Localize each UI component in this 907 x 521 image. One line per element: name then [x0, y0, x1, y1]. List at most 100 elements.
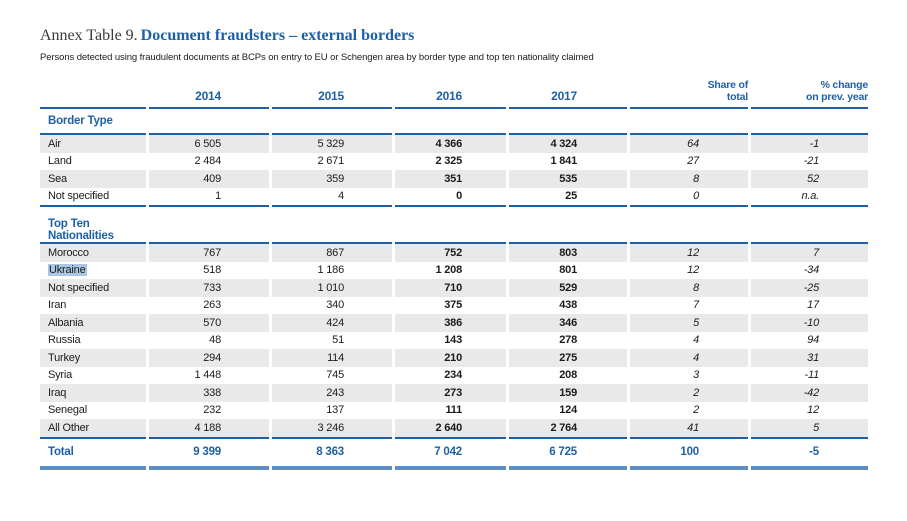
cell-2014: 232: [203, 404, 221, 417]
total-row: Total 9 399 8 363 7 042 6 725 100 -5: [40, 439, 868, 466]
cell-2017: 208: [559, 369, 577, 382]
cell-pct-change: -11: [804, 369, 820, 382]
cell-share-of-total: 12: [630, 244, 748, 262]
empty-cell: [395, 109, 506, 133]
cell-2017: 2 764: [509, 419, 627, 437]
table-row: Land 2 484 2 671 2 325 1 841 27 -21: [40, 153, 868, 171]
rule-segment: [630, 465, 748, 470]
cell-2017: 535: [509, 170, 627, 188]
table-row: Turkey 294 114 210 275 4 31: [40, 349, 868, 367]
cell-2016: 375: [444, 299, 462, 312]
cell-share-of-total: 27: [687, 155, 699, 168]
table-row: Not specified 1 4 0 25 0 n.a.: [40, 188, 868, 206]
cell-pct-change: -1: [751, 135, 868, 153]
cell-share-of-total: 4: [630, 349, 748, 367]
row-label: Iran: [48, 299, 67, 312]
section-rows: Morocco 767 867 752 803 12 7 Ukraine 518 1 186 1 2…: [40, 244, 868, 437]
cell-2015: 8 363: [316, 446, 344, 458]
table-rule: [40, 242, 868, 244]
empty-cell: [272, 218, 392, 242]
cell-2016: 210: [395, 349, 506, 367]
empty-cell: [149, 218, 269, 242]
data-table: 2014 2015 2016 2017 Share of total % cha…: [40, 79, 868, 470]
rule-segment: [272, 242, 392, 244]
cell-2015: 867: [272, 244, 392, 262]
rule-segment: [395, 436, 506, 439]
cell-share-of-total: 2: [693, 404, 699, 417]
cell-2014: 409: [149, 170, 269, 188]
table-rule: [40, 107, 868, 109]
section-gap: [40, 207, 868, 218]
row-label: Russia: [48, 334, 81, 347]
cell-2015: 114: [272, 349, 392, 367]
cell-2017: 529: [509, 279, 627, 297]
cell-2016: 0: [456, 190, 462, 203]
rule-segment: [40, 242, 146, 244]
table-title-text: Document fraudsters – external borders: [140, 27, 415, 44]
rule-segment: [149, 133, 269, 135]
cell-2014: 9 399: [193, 446, 221, 458]
rule-segment: [149, 107, 269, 109]
cell-pct-change: -34: [803, 264, 820, 277]
empty-cell: [395, 218, 506, 242]
table-row: Sea 409 359 351 535 8 52: [40, 170, 868, 188]
rule-segment: [40, 465, 146, 470]
cell-2017: 159: [509, 384, 627, 402]
table-row: Albania 570 424 386 346 5 -10: [40, 314, 868, 332]
cell-pct-change: -21: [803, 155, 820, 168]
table-row: All Other 4 188 3 246 2 640 2 764 41 5: [40, 419, 868, 437]
cell-2015: 359: [272, 170, 392, 188]
cell-2016: 1 208: [435, 264, 462, 277]
row-label: Ukraine: [40, 262, 146, 280]
row-label: All Other: [40, 419, 146, 437]
cell-2017: 4 324: [509, 135, 627, 153]
column-header-2016: 2016: [436, 89, 462, 103]
cell-2017: 124: [559, 404, 577, 417]
rule-segment: [395, 107, 506, 109]
cell-2015: 137: [326, 404, 344, 417]
rule-segment: [751, 133, 868, 135]
row-label: Albania: [40, 314, 146, 332]
rule-segment: [509, 465, 627, 470]
cell-2016: 273: [395, 384, 506, 402]
cell-2016: 386: [395, 314, 506, 332]
table-row: Ukraine 518 1 186 1 208 801 12 -34: [40, 262, 868, 280]
table-bottom-rule: [40, 465, 868, 470]
cell-2016: 4 366: [395, 135, 506, 153]
row-label: Not specified: [40, 279, 146, 297]
cell-2017: 25: [565, 190, 577, 203]
row-label: Land: [48, 155, 72, 168]
table-content: Annex Table 9. Document fraudsters – exte…: [40, 27, 868, 470]
empty-cell: [509, 218, 627, 242]
change-header-line1: % change: [820, 79, 869, 91]
empty-cell: [272, 109, 392, 133]
rule-segment: [509, 107, 627, 109]
cell-share-of-total: 100: [680, 446, 699, 458]
row-label: Turkey: [40, 349, 146, 367]
table-row: Senegal 232 137 111 124 2 12: [40, 402, 868, 420]
cell-pct-change: 94: [807, 334, 819, 347]
section-header-row: Border Type: [40, 109, 868, 133]
selected-text-highlight: Ukraine: [48, 264, 87, 277]
cell-2016: 710: [395, 279, 506, 297]
cell-share-of-total: 5: [630, 314, 748, 332]
row-label: Senegal: [48, 404, 87, 417]
rule-segment: [149, 242, 269, 244]
table-row: Russia 48 51 143 278 4 94: [40, 332, 868, 350]
cell-2014: 338: [149, 384, 269, 402]
rule-segment: [395, 205, 506, 207]
cell-2014: 48: [209, 334, 221, 347]
column-header-2014: 2014: [195, 89, 221, 103]
cell-share-of-total: 64: [630, 135, 748, 153]
row-label: Not specified: [48, 190, 109, 203]
table-row: Not specified 733 1 010 710 529 8 -25: [40, 279, 868, 297]
cell-share-of-total: 0: [693, 190, 699, 203]
empty-cell: [149, 109, 269, 133]
cell-2016: 7 042: [434, 446, 462, 458]
column-header-pct-change: % change on prev. year: [751, 79, 868, 103]
row-label: Syria: [48, 369, 73, 382]
cell-2016: 752: [395, 244, 506, 262]
table-rule: [40, 436, 868, 439]
cell-2015: 1 186: [317, 264, 344, 277]
cell-2015: 1 010: [272, 279, 392, 297]
